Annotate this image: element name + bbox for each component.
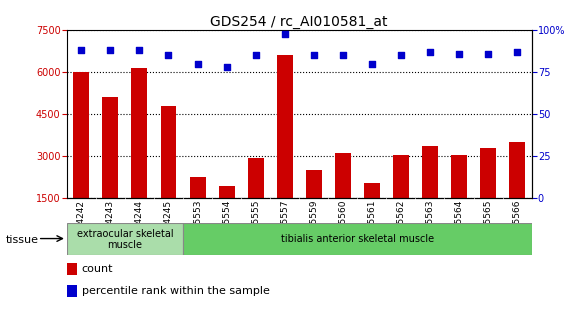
Text: count: count [82, 264, 113, 274]
Bar [73, 72, 89, 240]
Point [106, 48, 115, 53]
Bar [480, 148, 496, 240]
Bar [509, 142, 525, 240]
Point [77, 48, 86, 53]
Point [251, 53, 260, 58]
Point [367, 61, 376, 67]
Point [425, 49, 435, 55]
Point [193, 61, 202, 67]
Point [338, 53, 347, 58]
Bar [277, 55, 293, 240]
Point [164, 53, 173, 58]
Bar [183, 223, 532, 255]
Point [135, 48, 144, 53]
Bar [422, 146, 438, 240]
Point [483, 51, 493, 56]
Text: tibialis anterior skeletal muscle: tibialis anterior skeletal muscle [281, 235, 434, 244]
Point [222, 65, 231, 70]
Point [309, 53, 318, 58]
Bar [364, 183, 380, 240]
Bar [306, 170, 322, 240]
Point [512, 49, 522, 55]
Title: GDS254 / rc_AI010581_at: GDS254 / rc_AI010581_at [210, 15, 388, 29]
Bar [67, 285, 77, 297]
Bar [160, 106, 177, 240]
Bar [102, 97, 119, 240]
Bar [67, 263, 77, 275]
Text: tissue: tissue [6, 235, 39, 245]
Text: extraocular skeletal
muscle: extraocular skeletal muscle [77, 228, 173, 250]
Bar [248, 158, 264, 240]
Point [280, 31, 289, 36]
Point [396, 53, 406, 58]
Bar [218, 185, 235, 240]
Bar [393, 155, 409, 240]
Bar [335, 154, 351, 240]
Bar [131, 68, 148, 240]
Bar [451, 155, 467, 240]
Bar [189, 177, 206, 240]
Text: percentile rank within the sample: percentile rank within the sample [82, 286, 270, 296]
Point [454, 51, 464, 56]
Bar [67, 223, 183, 255]
